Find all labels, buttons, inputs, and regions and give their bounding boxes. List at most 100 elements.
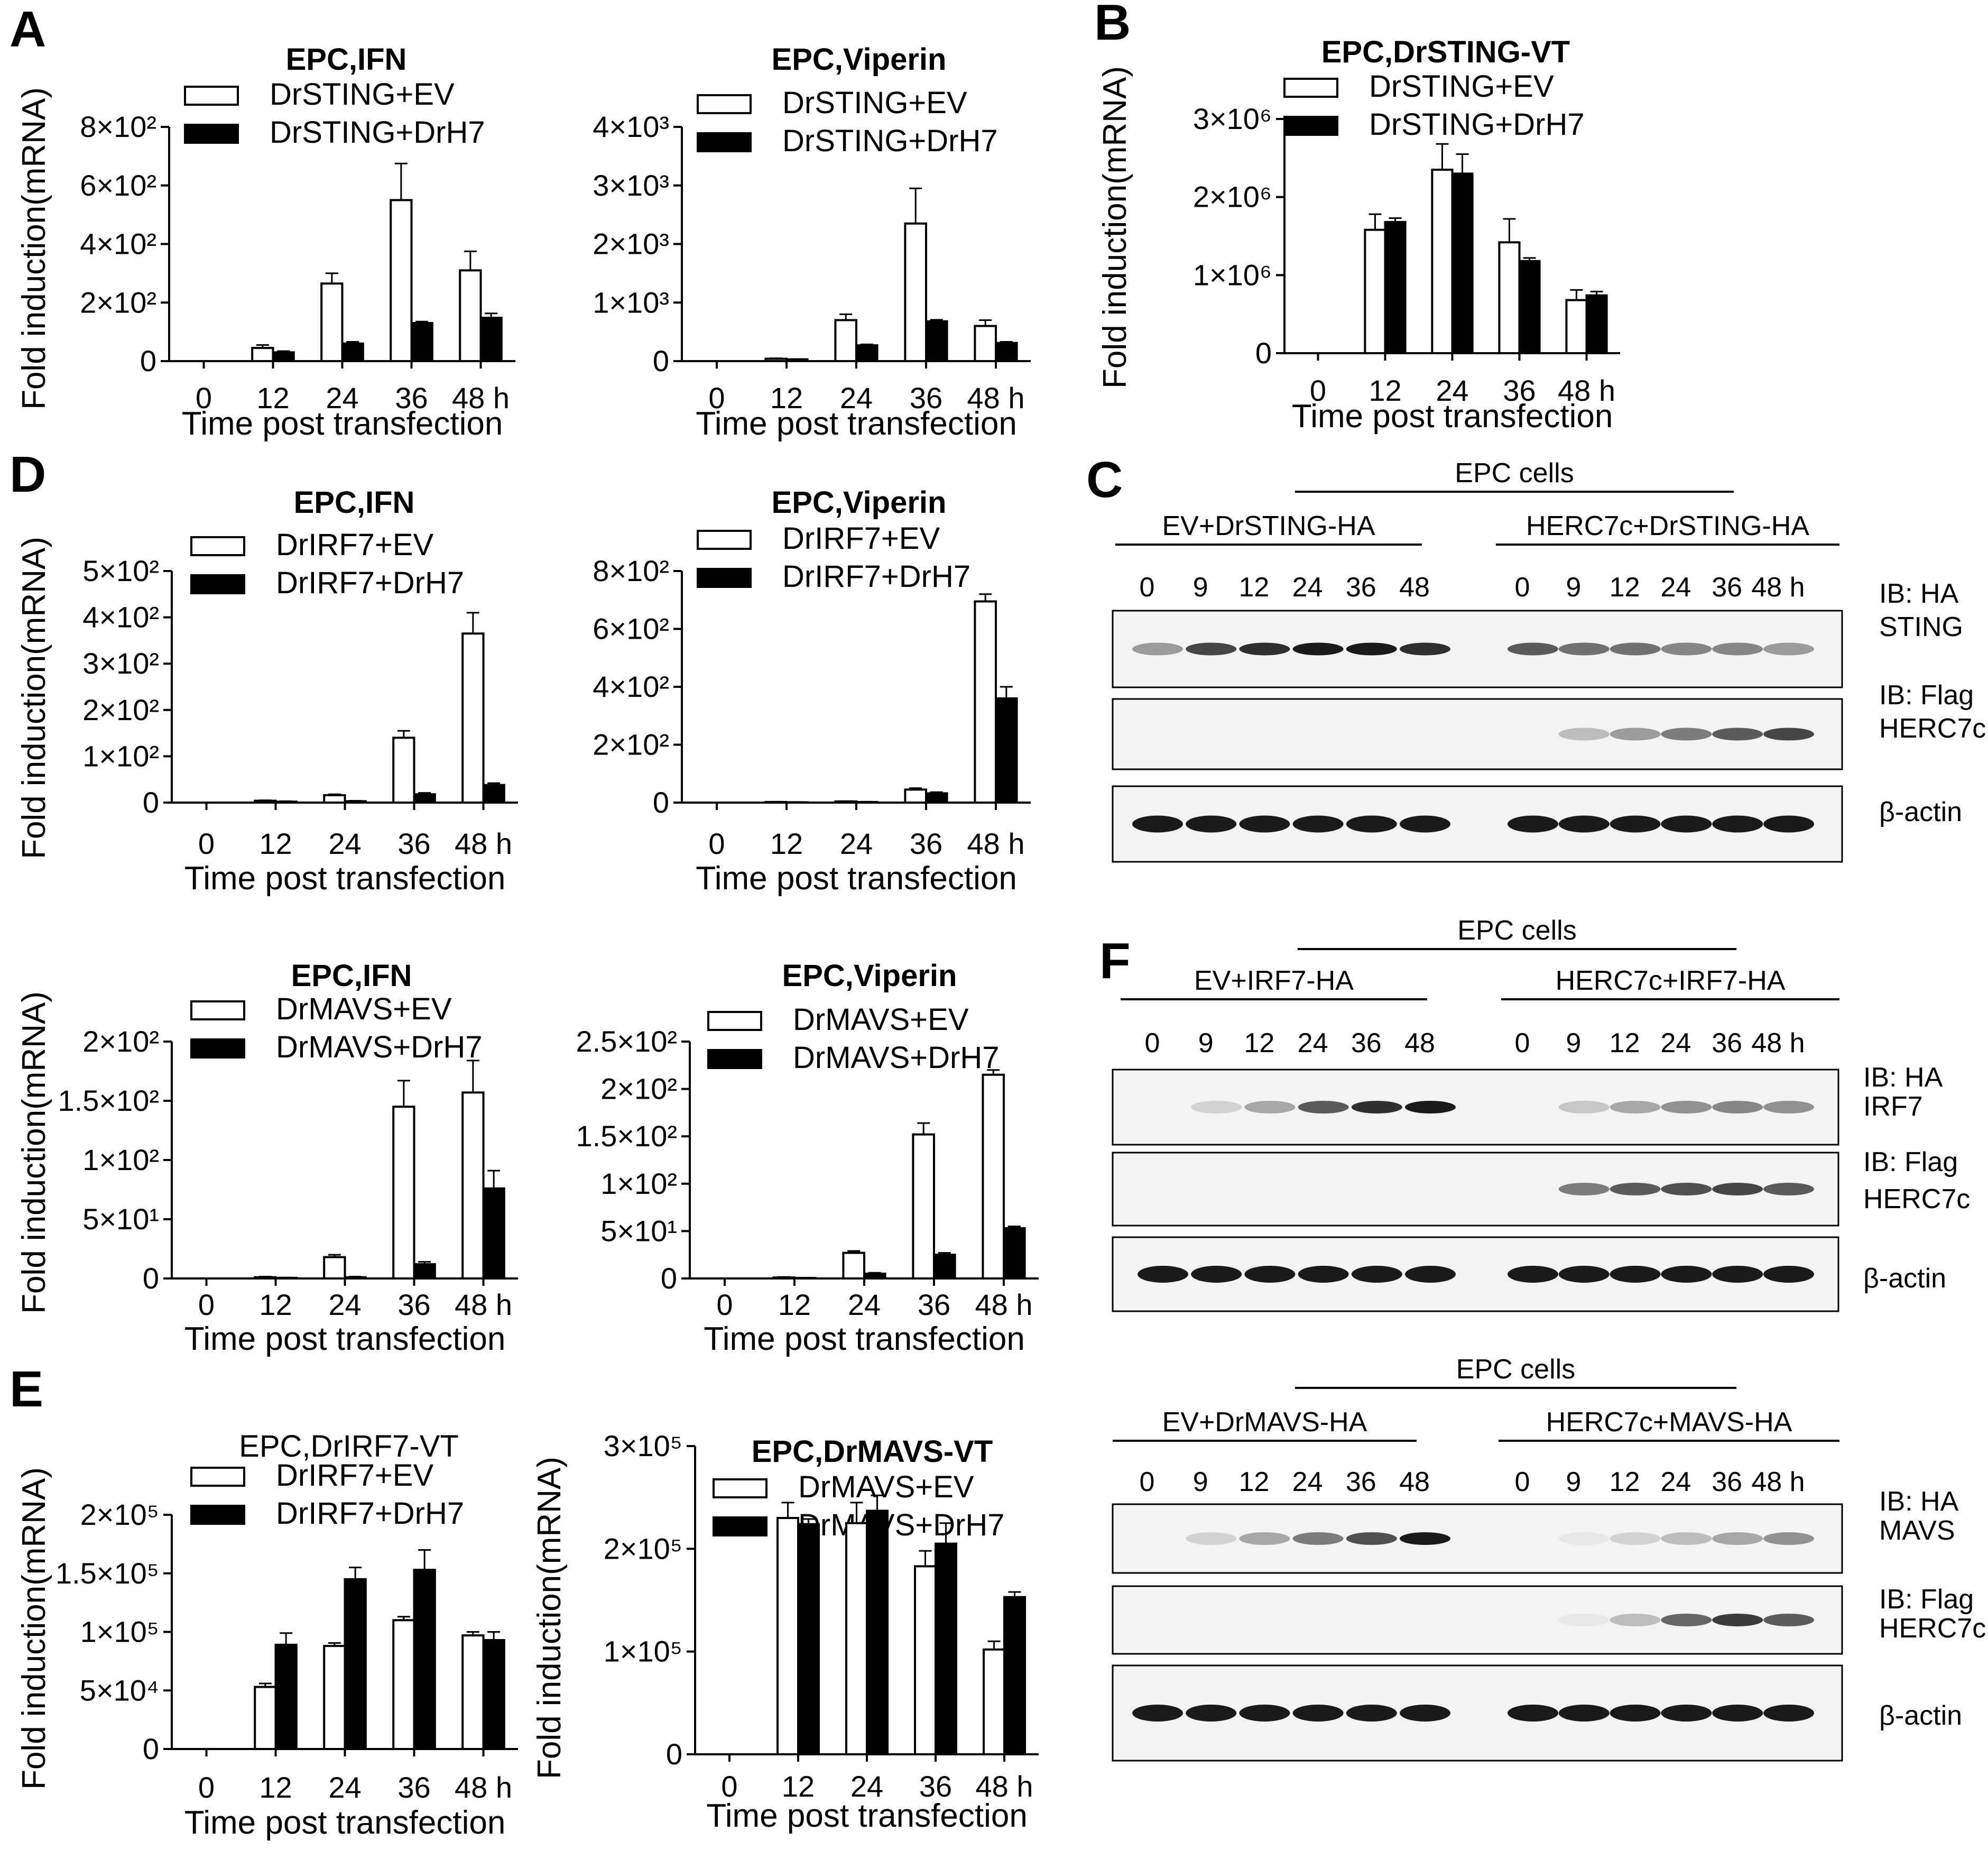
bar-ev — [1431, 168, 1454, 354]
blot-band — [1244, 1101, 1296, 1113]
legend-label: DrSTING+EV — [270, 77, 455, 112]
y-axis-label: Fold induction(mRNA) — [16, 991, 52, 1314]
lane-label: 9 — [1566, 1028, 1581, 1059]
bar-drh7 — [482, 784, 505, 804]
bar-ev — [974, 600, 997, 804]
x-tick-label: 36 — [918, 1288, 950, 1321]
blot-band — [1405, 1266, 1456, 1283]
ib-label: IB: Flag — [1863, 1147, 1958, 1177]
lane-label: 0 — [1515, 1467, 1530, 1497]
band-label: β-actin — [1879, 797, 1962, 827]
x-tick-label: 48 h — [455, 827, 512, 860]
x-tick-label: 36 — [910, 827, 942, 860]
blot-band — [1661, 1614, 1712, 1626]
y-tick-label: 5×10⁴ — [80, 1673, 159, 1707]
bar-ev — [912, 1133, 936, 1280]
bar-ev — [845, 1522, 868, 1755]
legend-swatch — [713, 1516, 768, 1536]
blot-band — [1610, 815, 1661, 833]
y-tick-label: 8×10² — [593, 554, 669, 587]
x-tick-label: 12 — [259, 1288, 292, 1321]
y-tick-label: 0 — [143, 786, 159, 819]
y-tick-label: 2×10² — [600, 1072, 677, 1106]
lane-label: 48 h — [1751, 1467, 1805, 1497]
y-tick-label: 1×10⁵ — [604, 1635, 682, 1668]
bar-drh7 — [344, 1578, 367, 1750]
chart-a2: EPC,Viperin DrSTING+EV DrSTING+DrH7 0 1×10³ 2… — [593, 42, 1031, 442]
blot-band — [1661, 1183, 1712, 1195]
band-label: β-actin — [1879, 1700, 1962, 1731]
blot-band — [1763, 1705, 1814, 1722]
x-tick-label: 0 — [721, 1770, 737, 1803]
x-tick-label: 0 — [198, 827, 215, 860]
x-tick-label: 0 — [198, 1288, 215, 1321]
blot-band — [1298, 1101, 1349, 1113]
x-tick-label: 0 — [198, 1771, 215, 1804]
legend-swatch — [184, 86, 239, 106]
lane-label: 36 — [1712, 1467, 1742, 1497]
lane-label: 12 — [1244, 1028, 1274, 1059]
chart-title: EPC,Viperin — [772, 42, 947, 77]
bar-drh7 — [482, 1639, 505, 1750]
y-tick-label: 1×10² — [82, 1143, 159, 1176]
y-tick-label: 1×10³ — [593, 286, 669, 319]
bar-ev — [461, 1634, 485, 1751]
blot-band — [1610, 1266, 1661, 1283]
legend-label: DrSTING+EV — [1369, 69, 1554, 104]
bar-ev — [776, 1517, 799, 1756]
legend-swatch — [697, 94, 752, 114]
x-axis-label: Time post transfection — [1292, 398, 1613, 435]
blot-band — [1558, 1705, 1610, 1722]
y-tick-label: 1×10⁶ — [1193, 258, 1272, 291]
blot-band — [1763, 1101, 1814, 1113]
bar-ev — [251, 347, 274, 362]
legend-swatch — [190, 574, 245, 594]
legend-label: DrIRF7+EV — [276, 1458, 433, 1493]
y-tick-label: 2×10² — [82, 1025, 159, 1058]
x-tick-label: 36 — [397, 1288, 430, 1321]
lane-label: 36 — [1712, 572, 1742, 603]
blot-band — [1244, 1266, 1296, 1283]
legend-label: DrSTING+DrH7 — [270, 115, 485, 150]
lane-label: 48 h — [1751, 572, 1805, 603]
x-tick-label: 48 h — [976, 1770, 1033, 1803]
chart-title: EPC,Viperin — [772, 485, 947, 520]
legend-swatch — [1283, 116, 1338, 136]
legend-swatch — [184, 124, 239, 144]
bar-ev — [904, 222, 928, 362]
y-tick-label: 0 — [1255, 336, 1272, 370]
blot-band — [1508, 815, 1558, 833]
bar-drh7 — [413, 1263, 436, 1280]
x-tick-label: 24 — [328, 1288, 361, 1321]
legend-label: DrMAVS+EV — [798, 1470, 974, 1504]
blot-band — [1351, 1101, 1402, 1113]
y-tick-label: 1×10⁵ — [80, 1615, 159, 1649]
y-tick-label: 4×10² — [593, 670, 669, 703]
chart-title: EPC,Viperin — [782, 959, 957, 993]
x-tick-label: 36 — [395, 381, 428, 415]
bar-drh7 — [933, 1254, 956, 1280]
x-tick-label: 0 — [1310, 374, 1326, 407]
blot-band — [1186, 1705, 1237, 1722]
ib-label: IB: Flag — [1879, 680, 1974, 711]
legend-swatch — [713, 1478, 768, 1498]
x-tick-label: 48 h — [455, 1288, 512, 1321]
panel-letter-a: A — [10, 1, 46, 58]
x-tick-label: 36 — [1503, 374, 1536, 407]
blot-band — [1292, 1532, 1344, 1545]
blot-band — [1400, 1532, 1450, 1545]
x-tick-label: 24 — [328, 1771, 361, 1804]
blot-band — [1661, 1705, 1712, 1722]
lane-label: 12 — [1238, 572, 1269, 603]
lane-label: 24 — [1298, 1028, 1328, 1059]
bar-ev — [1498, 241, 1521, 354]
x-tick-label: 36 — [397, 1771, 430, 1804]
bar-drh7 — [866, 1510, 889, 1755]
blot-band — [1558, 1266, 1610, 1283]
lane-label: 0 — [1140, 1467, 1155, 1497]
bar-ev — [914, 1565, 937, 1756]
blot-band — [1346, 642, 1397, 656]
blot-band — [1610, 1183, 1661, 1195]
y-tick-label: 4×10² — [82, 601, 159, 634]
